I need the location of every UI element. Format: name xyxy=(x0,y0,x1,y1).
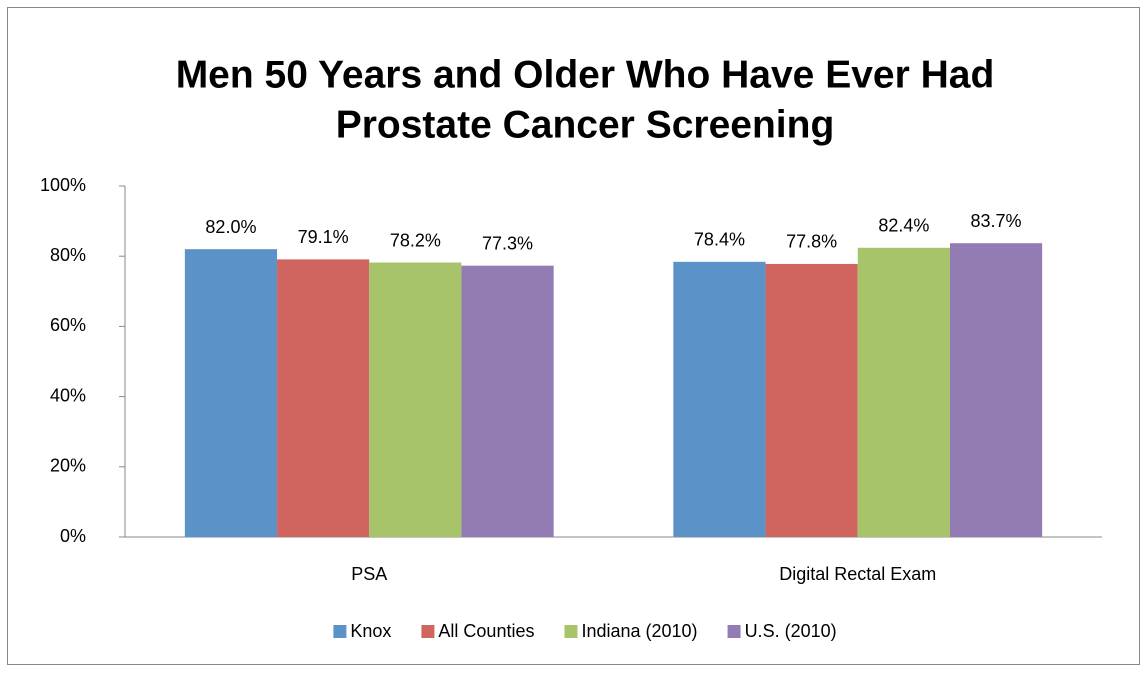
chart-title: Men 50 Years and Older Who Have Ever Had xyxy=(176,53,995,96)
legend-swatch xyxy=(333,625,347,638)
legend-label: U.S. (2010) xyxy=(745,621,837,641)
legend-label: All Counties xyxy=(438,621,534,641)
y-tick-label: 60% xyxy=(50,315,86,335)
bar xyxy=(857,247,950,537)
value-label: 83.7% xyxy=(971,211,1022,231)
y-tick-label: 40% xyxy=(50,385,86,405)
bar xyxy=(461,265,554,537)
legend-label: Knox xyxy=(350,621,391,641)
legend-swatch xyxy=(421,625,435,638)
bar xyxy=(673,261,766,537)
legend-label: Indiana (2010) xyxy=(581,621,697,641)
bar xyxy=(765,263,858,537)
bar xyxy=(184,249,278,537)
value-label: 82.4% xyxy=(878,216,929,236)
y-tick-label: 80% xyxy=(50,245,86,265)
value-label: 82.0% xyxy=(205,217,256,237)
value-label: 77.8% xyxy=(786,232,837,252)
x-tick-label: Digital Rectal Exam xyxy=(779,564,936,584)
value-label: 79.1% xyxy=(298,227,349,247)
value-label: 78.2% xyxy=(390,230,441,250)
y-tick-label: 0% xyxy=(60,526,86,546)
bar xyxy=(369,262,462,537)
legend-swatch xyxy=(727,625,741,638)
y-tick-label: 100% xyxy=(40,175,86,195)
y-tick-label: 20% xyxy=(50,456,86,476)
chart-title: Prostate Cancer Screening xyxy=(336,103,835,146)
x-tick-label: PSA xyxy=(351,564,387,584)
legend-swatch xyxy=(564,625,578,638)
bar xyxy=(949,243,1043,537)
value-label: 78.4% xyxy=(694,230,745,250)
bar xyxy=(277,259,370,537)
value-label: 77.3% xyxy=(482,233,533,253)
